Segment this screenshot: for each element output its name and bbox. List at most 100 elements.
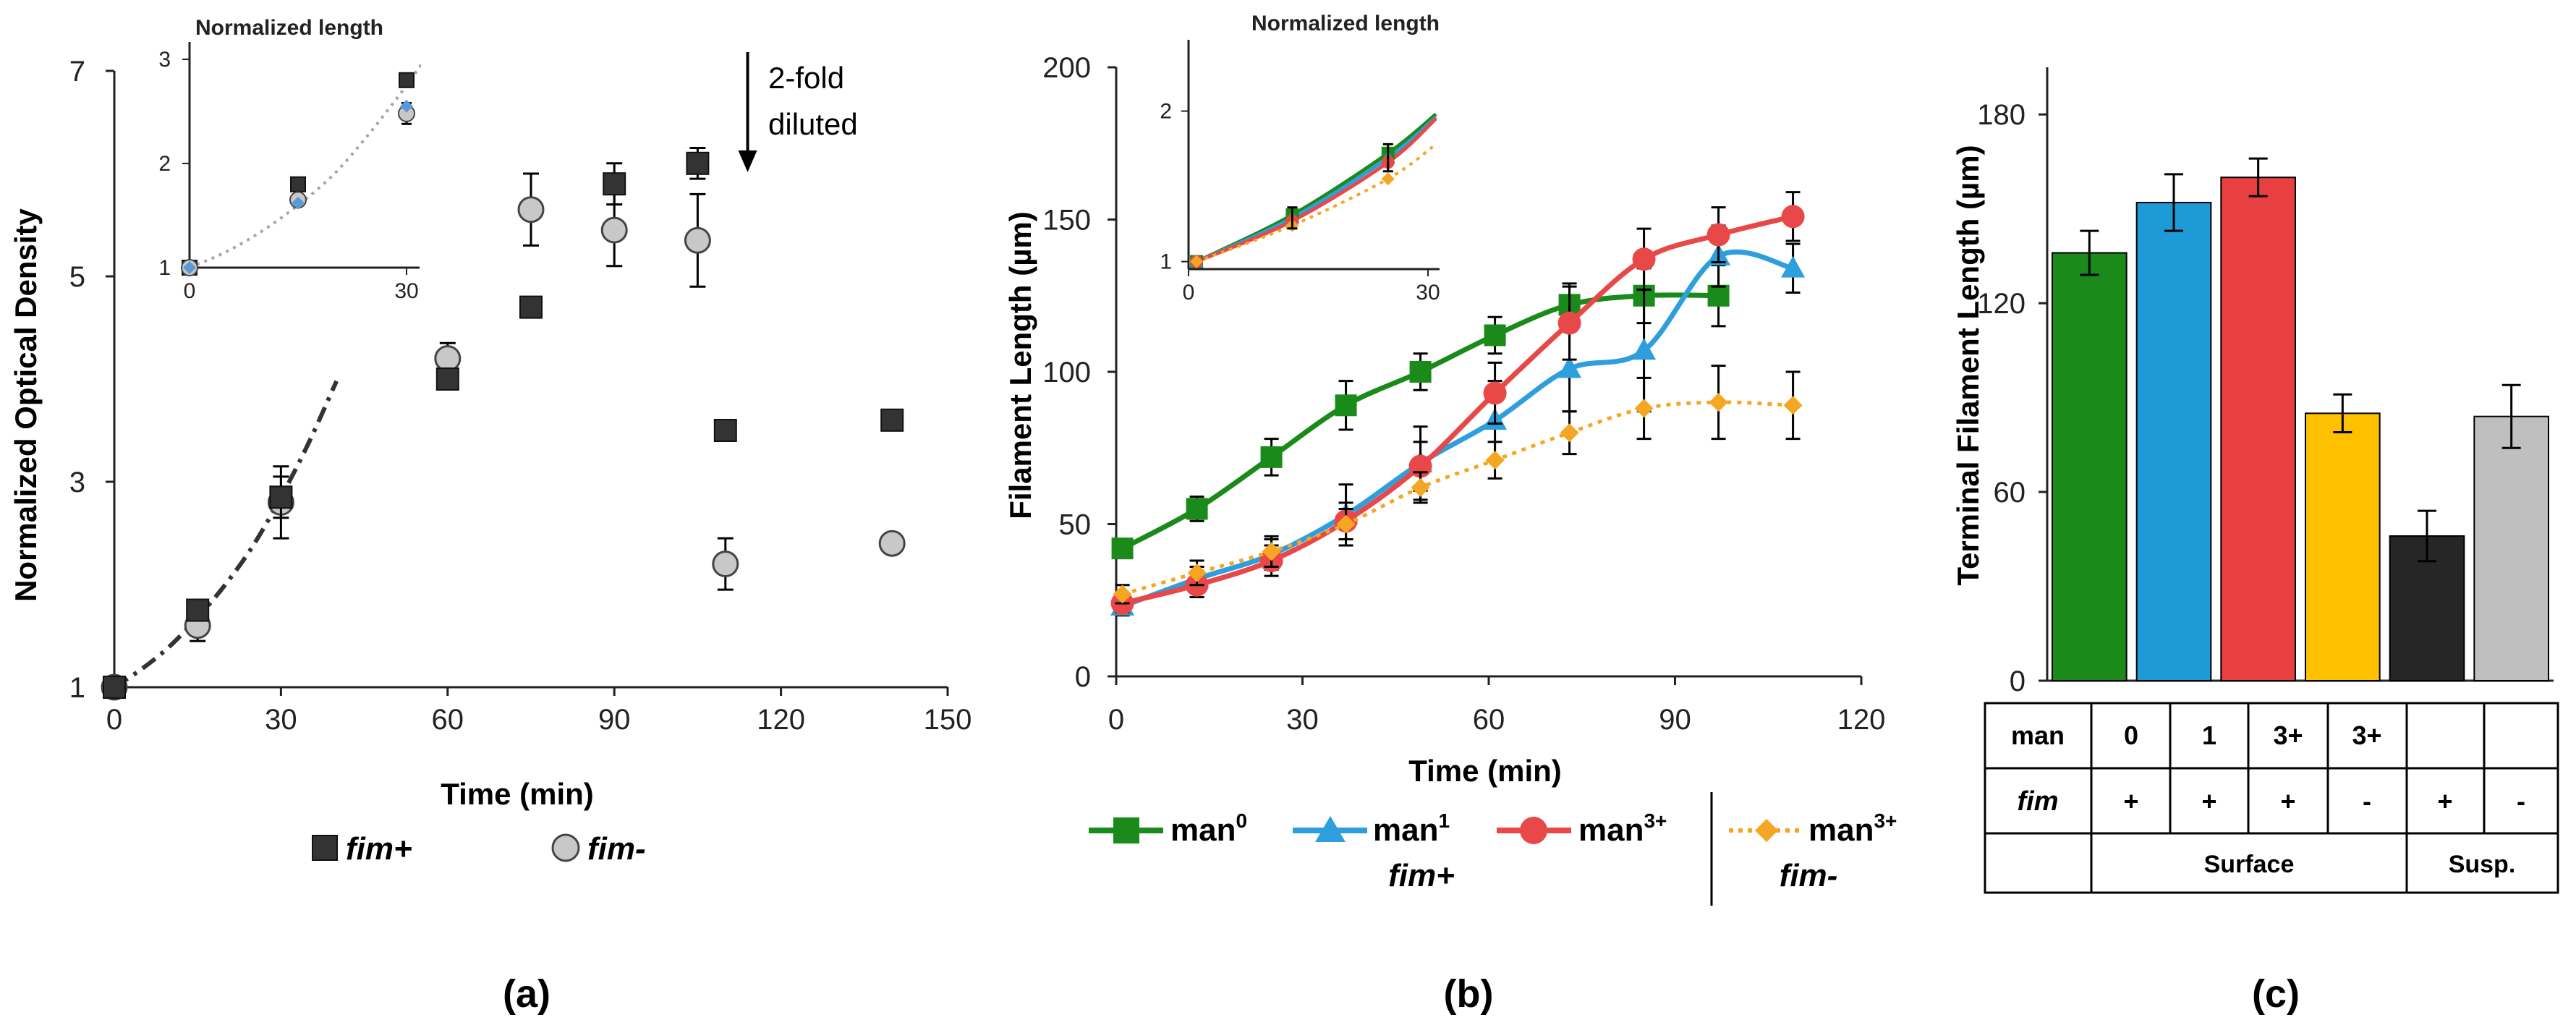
table-cell-man-1: 0 (2124, 720, 2138, 750)
b-inset-x-tick-label: 30 (1416, 281, 1440, 305)
table-cell-fim-5: + (2437, 786, 2452, 816)
a-point-fim-minus (684, 226, 711, 254)
legend-man0: man0 (1089, 809, 1247, 848)
table-cell-man-2: 1 (2202, 720, 2216, 750)
legend-man3plus-minus-sup: 3+ (1874, 809, 1897, 832)
table-cell-fim-3: + (2280, 786, 2295, 816)
legend-man0-label: man (1170, 812, 1236, 848)
panel-a: 0 30 60 90 120 150 1 3 5 7 Normalized length 0 30 1 2… (9, 16, 972, 1016)
legend-man1: man1 (1293, 809, 1450, 848)
b-point-3 (1187, 563, 1207, 582)
b-point-3 (1411, 477, 1430, 497)
b-inset-line-3 (1196, 143, 1437, 263)
panel-a-inset: Normalized length 0 30 1 2 3 (158, 16, 421, 303)
b-inset-line-0 (1195, 112, 1437, 263)
a-point-fim-minus (878, 530, 906, 557)
a-point-fim-plus (269, 485, 293, 509)
legend-man1-sup: 1 (1438, 809, 1450, 832)
b-point-3 (1113, 584, 1132, 604)
a-inset-point-square (399, 72, 415, 88)
c-bar-3 (2305, 412, 2381, 681)
a-point-fim-minus (712, 550, 739, 578)
legend-man3plus-fim-plus: man3+ (1497, 809, 1667, 848)
b-point-1 (1632, 338, 1657, 360)
table-cell-fim-1: + (2123, 786, 2138, 816)
b-point-2 (1483, 381, 1507, 405)
a-inset-point-diamond (183, 261, 196, 274)
b-y-tick-label: 150 (1042, 205, 1091, 237)
b-inset-point-3 (1381, 172, 1395, 186)
panel-a-label: (a) (503, 972, 551, 1016)
table-row-man-label: man (2011, 720, 2065, 750)
b-series-line-0 (1121, 292, 1719, 551)
a-point-fim-plus (103, 676, 126, 699)
panel-c-table: man 0 1 3+ 3+ fim + + + - + - Surface Su… (1984, 702, 2559, 894)
b-x-tick-label: 120 (1837, 704, 1886, 736)
b-x-tick-label: 0 (1108, 704, 1124, 736)
a-point-fim-plus (186, 598, 210, 622)
dilution-annotation-line2: diluted (768, 107, 858, 141)
panel-a-legend: fim+ fim- (312, 831, 646, 867)
panel-b-xlabel: Time (min) (1408, 754, 1562, 788)
c-bar-1 (2135, 201, 2212, 681)
panel-c-label: (c) (2252, 972, 2300, 1016)
b-point-1 (1781, 255, 1806, 278)
b-point-3 (1783, 396, 1803, 415)
a-point-fim-minus (600, 216, 628, 244)
b-inset-y-tick-label: 1 (1160, 250, 1172, 274)
c-bar-0 (2052, 252, 2127, 682)
b-y-tick-label: 50 (1059, 509, 1092, 541)
panel-a-xlabel: Time (min) (441, 777, 594, 811)
b-inset-point-3 (1190, 255, 1204, 268)
c-bar-2 (2220, 177, 2296, 681)
legend-group-fim-minus: fim- (1780, 858, 1838, 893)
dilution-annotation-line1: 2-fold (768, 61, 844, 95)
b-point-3 (1336, 514, 1356, 534)
b-series-line-3 (1121, 400, 1793, 596)
table-cell-fim-4: - (2363, 786, 2371, 816)
b-point-0 (1335, 394, 1357, 417)
b-y-tick-label: 0 (1075, 661, 1091, 693)
a-point-fim-plus (880, 408, 904, 432)
legend-group-fim-plus: fim+ (1388, 858, 1455, 893)
b-inset-clip (1195, 112, 1437, 263)
a-y-tick-label: 5 (69, 261, 85, 293)
a-point-fim-plus (519, 295, 543, 319)
b-point-2 (1781, 205, 1805, 229)
a-point-fim-plus (435, 367, 459, 391)
legend-fim-minus: fim- (587, 831, 646, 867)
a-inset-point-square (290, 176, 306, 192)
b-inset-line-1 (1195, 116, 1437, 263)
a-inset-point-diamond (400, 99, 413, 113)
b-point-2 (1557, 311, 1581, 335)
panel-a-ylabel: Normalized Optical Density (9, 208, 43, 601)
a-y-tick-label: 7 (69, 56, 85, 88)
a-point-fim-minus (434, 345, 462, 373)
b-x-tick-label: 90 (1659, 704, 1691, 736)
a-point-fim-plus (686, 151, 710, 175)
c-y-tick-label: 0 (2010, 666, 2025, 697)
table-cell-fim-2: + (2201, 786, 2216, 816)
panel-b-ylabel: Filament Length (µm) (1003, 211, 1037, 519)
a-point-fim-plus (713, 419, 737, 442)
legend-man0-sup: 0 (1236, 809, 1247, 832)
a-inset-fit-curve (190, 62, 421, 268)
svg-text:man0: man0 (1170, 809, 1247, 848)
b-point-2 (1706, 223, 1730, 247)
a-x-tick-label: 30 (265, 704, 297, 736)
svg-text:man1: man1 (1373, 809, 1450, 848)
b-inset-y-tick-label: 2 (1160, 100, 1172, 124)
table-cell-fim-6: - (2517, 786, 2525, 816)
b-point-3 (1485, 451, 1505, 470)
panel-b-inset: Normalized length 0 30 1 2 (1160, 12, 1440, 305)
a-x-tick-label: 0 (106, 704, 122, 736)
b-point-1 (1557, 356, 1582, 378)
legend-man3plus-label: man (1578, 812, 1644, 848)
b-x-tick-label: 30 (1286, 704, 1319, 736)
a-inset-title: Normalized length (195, 16, 383, 40)
b-point-3 (1560, 423, 1579, 443)
